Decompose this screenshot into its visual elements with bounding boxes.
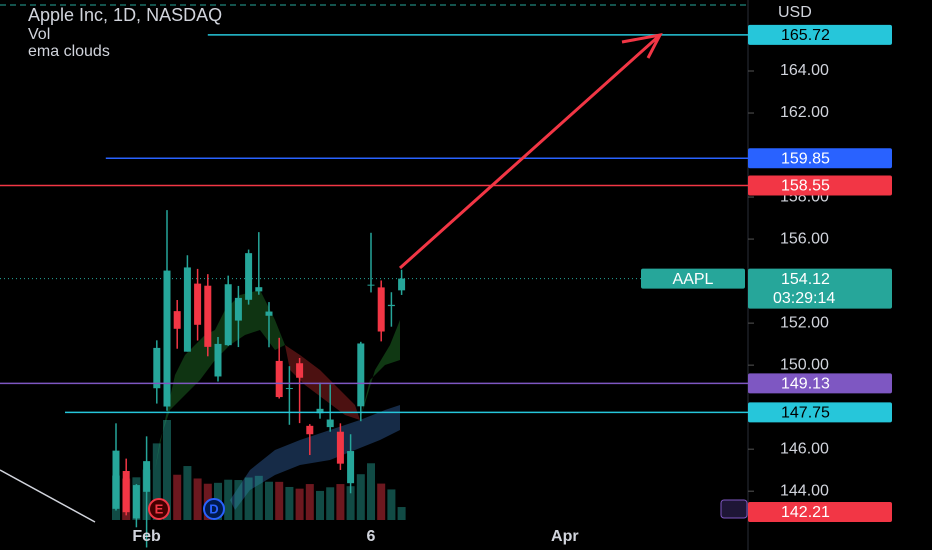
event-marker-label: E (155, 501, 164, 516)
candle-body (122, 471, 130, 513)
price-badge-label: 165.72 (781, 27, 830, 44)
ema-cloud-green-2 (360, 320, 400, 420)
y-tick-label: 146.00 (780, 440, 829, 457)
price-badge (748, 148, 892, 169)
volume-bar (326, 487, 335, 520)
candle-body (214, 343, 222, 377)
candle-body (234, 297, 242, 321)
price-badge (748, 402, 892, 423)
candle-body (255, 287, 263, 292)
y-tick-label: 144.00 (780, 482, 829, 499)
indicator-label: ema clouds (28, 43, 110, 60)
volume-bar (397, 507, 406, 520)
candle-body (112, 450, 120, 509)
x-tick-label: Apr (551, 528, 579, 545)
price-badge-label: 142.21 (781, 504, 830, 521)
candle-body (173, 311, 181, 329)
candle-body (265, 311, 273, 316)
volume-bar (244, 477, 253, 520)
y-tick-label: 150.00 (780, 356, 829, 373)
candle-body (398, 278, 406, 291)
price-badge-label: 147.75 (781, 405, 830, 422)
volume-bar (377, 483, 386, 520)
price-badge (748, 24, 892, 45)
candle-body (326, 419, 334, 428)
volume-bar (285, 486, 294, 520)
current-price-label: 154.12 (781, 271, 830, 288)
volume-bar (152, 443, 161, 520)
candle-body (163, 270, 171, 407)
candle-body (194, 283, 202, 325)
volume-bar (173, 474, 182, 520)
volume-bar (265, 481, 273, 520)
x-tick-label: Feb (132, 528, 161, 545)
price-badge (748, 502, 892, 522)
volume-bar (163, 420, 171, 520)
candle-body (377, 287, 385, 332)
symbol-badge (641, 268, 745, 289)
ema-cloud-red (285, 345, 360, 420)
candle-body (132, 485, 140, 519)
candle-body (336, 431, 344, 464)
candle-body (316, 408, 324, 414)
currency: USD (778, 4, 812, 21)
candle-body (347, 451, 355, 484)
volume-bar (336, 484, 345, 520)
volume-bar (275, 481, 284, 520)
volume-bar (305, 484, 314, 520)
candle-body (183, 267, 191, 352)
volume-bar (193, 478, 202, 520)
y-tick-label: 164.00 (780, 62, 829, 79)
indicator-label: Vol (28, 26, 50, 43)
volume-bar (224, 479, 233, 520)
event-marker (203, 498, 225, 520)
candle-body (224, 284, 232, 346)
candle-body (285, 388, 293, 390)
price-badge-label: 149.13 (781, 376, 830, 393)
volume-bar (295, 488, 304, 520)
trend-line (0, 469, 96, 523)
volume-bar (387, 489, 396, 520)
candle-body (296, 363, 304, 378)
candle-body (204, 285, 212, 347)
price-badge-label: 158.55 (781, 178, 830, 195)
volume-bar (367, 463, 375, 520)
projection-arrow (398, 32, 663, 270)
volume-bar (254, 475, 263, 520)
event-marker-label: D (209, 501, 218, 516)
candle-body (245, 253, 253, 300)
price-badge (748, 268, 892, 309)
candle-body (387, 304, 395, 307)
candle-body (143, 461, 151, 492)
y-tick-label: 152.00 (780, 314, 829, 331)
price-badge-label: 159.85 (781, 150, 830, 167)
candle-body (357, 343, 365, 407)
volume-bar (346, 486, 355, 520)
event-marker (148, 498, 170, 520)
volume-bar (316, 490, 324, 520)
candle-body (153, 347, 161, 389)
ema-cloud-blue (230, 405, 400, 510)
candle-body (367, 284, 375, 286)
countdown: 03:29:14 (773, 290, 835, 307)
chart-title: Apple Inc, 1D, NASDAQ (28, 5, 222, 25)
y-tick-label: 162.00 (780, 104, 829, 121)
price-badge (748, 175, 892, 196)
marker-stub (720, 499, 748, 519)
symbol-label: AAPL (673, 271, 714, 288)
volume-bar (183, 466, 192, 520)
volume-bar (234, 480, 243, 520)
x-tick-label: 6 (367, 528, 376, 545)
ema-cloud-green (155, 290, 285, 470)
y-tick-label: 156.00 (780, 230, 829, 247)
candle-body (306, 425, 314, 435)
volume-bar (356, 474, 365, 520)
candle-body (275, 360, 283, 398)
price-badge (748, 373, 892, 394)
